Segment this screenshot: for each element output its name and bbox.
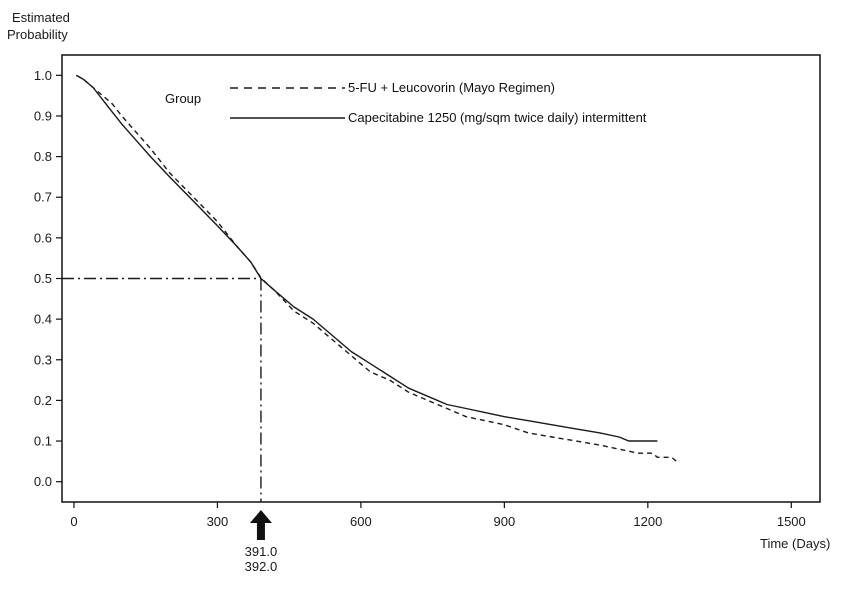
y-tick-label: 0.7	[34, 190, 52, 205]
x-axis-title: Time (Days)	[760, 536, 830, 551]
y-tick-label: 0.5	[34, 271, 52, 286]
x-tick-label: 600	[350, 514, 372, 529]
y-axis-title-line1: Estimated	[12, 10, 70, 25]
y-tick-label: 0.9	[34, 108, 52, 123]
y-tick-label: 0.4	[34, 312, 52, 327]
series-layer	[75, 74, 677, 462]
x-tick-label: 0	[70, 514, 77, 529]
legend-title: Group	[165, 91, 201, 106]
series-line-5fu	[75, 74, 677, 462]
y-tick-label: 0.1	[34, 434, 52, 449]
median-reference-lines	[62, 277, 262, 502]
x-axis-ticks: 0 300 600 900 1200 1500	[70, 502, 806, 529]
y-tick-label: 0.3	[34, 352, 52, 367]
legend-entry-capecitabine: Capecitabine 1250 (mg/sqm twice daily) i…	[348, 110, 647, 125]
x-tick-label: 900	[494, 514, 516, 529]
median-label-line1: 391.0	[245, 544, 278, 559]
x-tick-label: 300	[207, 514, 229, 529]
y-tick-label: 1.0	[34, 68, 52, 83]
x-tick-label: 1200	[633, 514, 662, 529]
y-tick-label: 0.8	[34, 149, 52, 164]
y-tick-label: 0.6	[34, 230, 52, 245]
median-arrow-icon	[249, 510, 272, 540]
median-label-line2: 392.0	[245, 559, 278, 574]
y-tick-label: 0.2	[34, 393, 52, 408]
median-annotation: 391.0 392.0	[245, 510, 278, 574]
legend: Group 5-FU + Leucovorin (Mayo Regimen) C…	[165, 80, 647, 125]
x-tick-label: 1500	[777, 514, 806, 529]
legend-entry-5fu: 5-FU + Leucovorin (Mayo Regimen)	[348, 80, 555, 95]
y-axis-title-line2: Probability	[7, 27, 68, 42]
y-tick-label: 0.0	[34, 474, 52, 489]
y-axis-ticks: 0.0 0.1 0.2 0.3 0.4 0.5 0.6 0.7 0.8 0.9 1.0	[34, 68, 62, 489]
series-line-capecitabine	[75, 74, 658, 442]
